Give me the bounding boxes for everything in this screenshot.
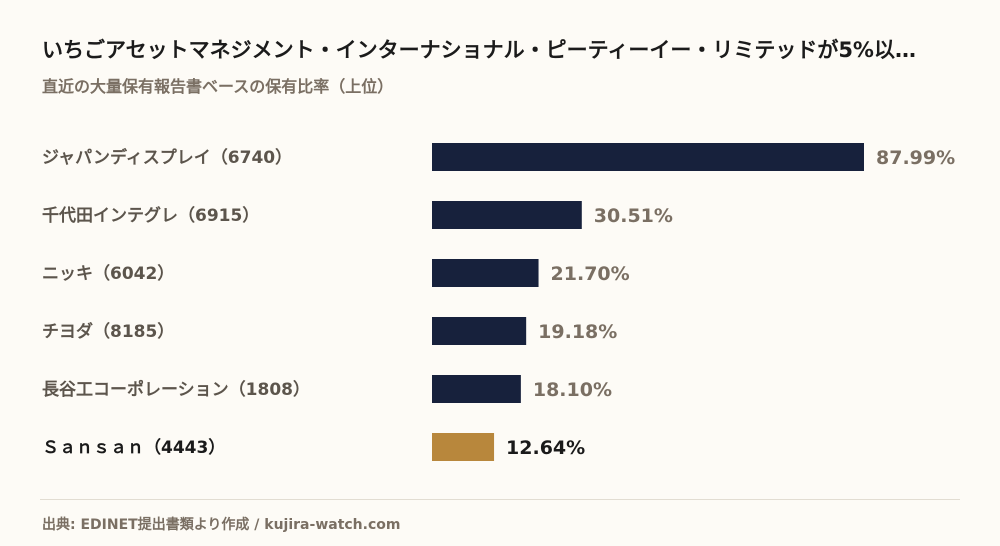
value-label: 12.64% bbox=[506, 437, 585, 459]
bar bbox=[432, 433, 495, 461]
value-label: 21.70% bbox=[551, 263, 630, 285]
bars-layer: ジャパンディスプレイ（6740） 87.99% 千代田インテグレ（6915） 30.5… bbox=[42, 143, 955, 461]
bar bbox=[432, 375, 521, 403]
category-label: チヨダ（8185） bbox=[42, 321, 174, 342]
value-label: 87.99% bbox=[876, 147, 955, 169]
bar-row: チヨダ（8185） 19.18% bbox=[42, 317, 617, 345]
bar bbox=[432, 143, 864, 171]
category-label: ジャパンディスプレイ（6740） bbox=[42, 147, 292, 168]
bar-row: 長谷工コーポレーション（1808） 18.10% bbox=[42, 375, 612, 403]
value-label: 18.10% bbox=[533, 379, 612, 401]
bar bbox=[432, 201, 582, 229]
bar bbox=[432, 259, 539, 287]
value-label: 19.18% bbox=[538, 321, 617, 343]
bar-row: ジャパンディスプレイ（6740） 87.99% bbox=[42, 143, 955, 171]
bar-row: ニッキ（6042） 21.70% bbox=[42, 259, 630, 287]
category-label: Ｓａｎｓａｎ（4443） bbox=[42, 437, 225, 458]
chart-subtitle: 直近の大量保有報告書ベースの保有比率（上位） bbox=[42, 77, 394, 96]
category-label: 長谷工コーポレーション（1808） bbox=[42, 379, 310, 400]
value-label: 30.51% bbox=[594, 205, 673, 227]
bar-row: 千代田インテグレ（6915） 30.51% bbox=[42, 201, 673, 229]
category-label: 千代田インテグレ（6915） bbox=[42, 205, 259, 226]
category-label: ニッキ（6042） bbox=[42, 263, 174, 284]
source-note: 出典: EDINET提出書類より作成 / kujira-watch.com bbox=[42, 517, 401, 533]
bar bbox=[432, 317, 527, 345]
bar-row: Ｓａｎｓａｎ（4443） 12.64% bbox=[42, 433, 585, 461]
footer-divider bbox=[40, 499, 960, 500]
